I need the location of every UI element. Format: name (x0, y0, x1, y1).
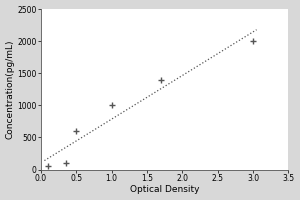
Y-axis label: Concentration(pg/mL): Concentration(pg/mL) (6, 40, 15, 139)
X-axis label: Optical Density: Optical Density (130, 185, 200, 194)
